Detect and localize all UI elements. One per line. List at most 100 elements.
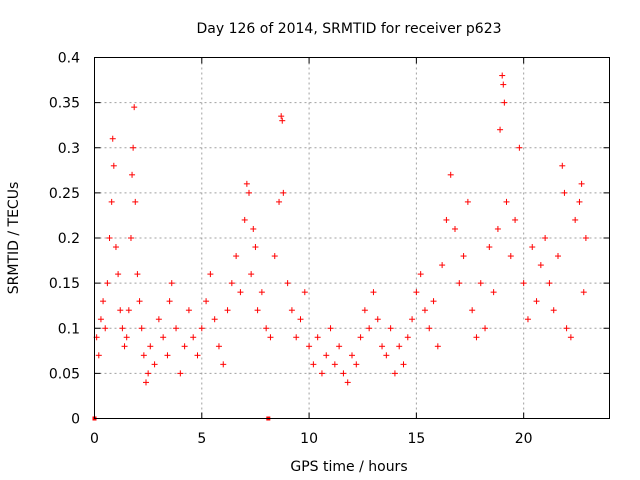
x-tick-label: 15 — [407, 431, 425, 447]
data-point — [254, 307, 261, 314]
data-point — [104, 280, 111, 287]
data-point — [512, 216, 519, 223]
y-axis-label: SRMTID / TECUs — [6, 182, 22, 295]
data-point — [559, 162, 566, 169]
data-point — [301, 289, 308, 296]
data-point — [220, 361, 227, 368]
data-point — [279, 117, 286, 124]
data-point — [293, 334, 300, 341]
data-point — [258, 289, 265, 296]
data-point — [391, 370, 398, 377]
data-point — [127, 235, 134, 241]
data-point — [132, 198, 139, 205]
data-point — [136, 298, 143, 305]
data-point — [340, 370, 347, 377]
data-point — [383, 352, 390, 359]
x-tick-labels: 0 5 10 15 20 — [90, 431, 533, 447]
y-tick-label: 0.15 — [49, 276, 80, 292]
data-point — [456, 280, 463, 287]
data-point — [396, 343, 403, 350]
data-point — [366, 325, 373, 332]
data-point — [533, 298, 540, 305]
data-point — [131, 104, 138, 111]
data-point — [147, 343, 154, 350]
data-point — [248, 271, 255, 278]
chart-title: Day 126 of 2014, SRMTID for receiver p62… — [196, 21, 501, 37]
data-point — [112, 244, 119, 251]
data-point — [100, 298, 107, 305]
data-point — [138, 325, 145, 332]
data-point — [310, 361, 317, 368]
data-point — [110, 162, 117, 169]
y-tick-label: 0.25 — [49, 186, 80, 202]
data-point — [404, 334, 411, 341]
data-point — [507, 253, 514, 260]
data-point — [160, 334, 167, 341]
data-point — [473, 334, 480, 341]
data-point — [497, 126, 504, 133]
data-point — [318, 370, 325, 377]
data-point — [297, 316, 304, 323]
data-point — [421, 307, 428, 314]
data-point — [243, 180, 250, 187]
y-tick-label: 0.2 — [58, 231, 80, 247]
data-point — [181, 343, 188, 350]
data-point — [555, 253, 561, 260]
y-tick-label: 0.05 — [49, 366, 80, 382]
data-point — [477, 280, 484, 287]
data-point — [572, 216, 579, 223]
data-point — [314, 334, 321, 341]
x-tick-label: 0 — [90, 431, 99, 447]
data-point — [207, 271, 214, 278]
data-point — [426, 325, 433, 332]
data-point — [278, 113, 285, 120]
y-tick-label: 0.35 — [49, 96, 80, 112]
data-point — [252, 244, 259, 251]
x-tick-label: 10 — [300, 431, 318, 447]
plot-frame — [94, 57, 610, 419]
data-point — [430, 298, 437, 305]
data-point — [357, 334, 364, 341]
data-point — [578, 180, 585, 187]
data-point — [145, 370, 152, 377]
data-point — [117, 307, 124, 314]
data-point — [95, 352, 102, 359]
data-point — [168, 280, 175, 287]
data-point — [443, 216, 450, 223]
data-point — [379, 343, 386, 350]
data-point — [434, 343, 441, 350]
data-point — [102, 325, 109, 332]
data-point — [469, 307, 476, 314]
data-point — [140, 352, 147, 359]
data-point — [361, 307, 368, 314]
data-point — [276, 198, 283, 205]
data-point — [516, 144, 523, 151]
data-point — [151, 361, 158, 368]
data-point — [452, 225, 458, 232]
data-point — [494, 225, 501, 232]
data-point — [215, 343, 222, 350]
data-point — [194, 352, 201, 359]
data-point — [327, 325, 334, 332]
data-point — [134, 271, 141, 278]
data-point — [185, 307, 192, 314]
y-tick-label: 0.1 — [58, 321, 80, 337]
data-point — [550, 307, 557, 314]
data-point — [344, 379, 351, 386]
data-point — [520, 280, 527, 287]
data-point — [224, 307, 231, 314]
data-point — [119, 325, 126, 332]
data-point — [109, 135, 116, 142]
data-point — [263, 325, 270, 332]
data-point — [486, 244, 493, 251]
x-tick-label: 5 — [197, 431, 206, 447]
data-point — [537, 262, 544, 269]
data-point — [271, 253, 278, 260]
data-point — [529, 244, 536, 251]
data-point — [115, 271, 122, 278]
data-point — [331, 361, 338, 368]
data-point — [374, 316, 381, 323]
data-point — [237, 289, 244, 296]
data-point — [284, 280, 291, 287]
